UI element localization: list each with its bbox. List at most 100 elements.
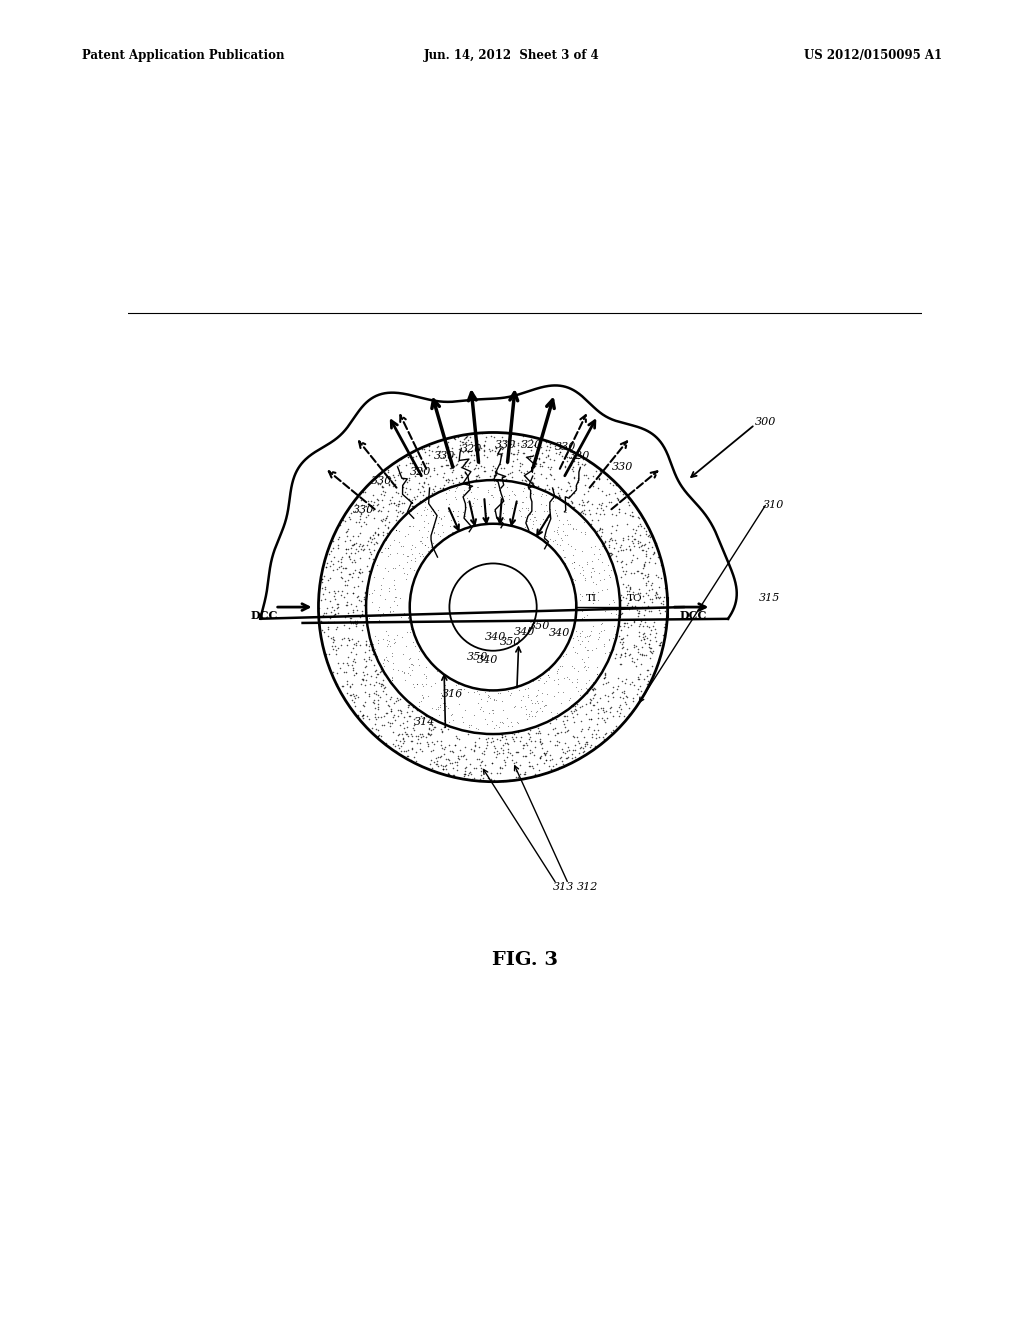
Point (573, 631, 590, 652)
Point (435, 738, 452, 759)
Point (566, 557, 583, 578)
Point (398, 723, 415, 744)
Point (350, 686, 367, 708)
Point (614, 540, 631, 561)
Point (635, 568, 651, 589)
Text: 330: 330 (371, 477, 392, 486)
Point (431, 696, 447, 717)
Point (362, 543, 379, 564)
Point (596, 533, 612, 554)
Point (382, 544, 398, 565)
Point (511, 499, 527, 520)
Point (551, 444, 567, 465)
Point (555, 645, 571, 667)
Point (548, 708, 564, 729)
Point (420, 473, 436, 494)
Point (554, 741, 570, 762)
Point (484, 702, 501, 723)
Point (437, 483, 454, 504)
Point (347, 652, 364, 673)
Point (620, 486, 636, 507)
Point (474, 750, 490, 771)
Point (394, 557, 411, 578)
Point (590, 698, 606, 719)
Point (382, 597, 398, 618)
Point (486, 440, 503, 461)
Point (604, 475, 621, 496)
Point (581, 626, 597, 647)
Point (462, 762, 478, 783)
Point (633, 680, 649, 701)
Point (403, 730, 420, 751)
Point (383, 492, 399, 513)
Point (618, 577, 635, 598)
Point (457, 428, 473, 449)
Point (596, 729, 612, 750)
Point (494, 727, 510, 748)
Point (386, 693, 402, 714)
Point (455, 502, 471, 523)
Point (556, 717, 572, 738)
Point (480, 684, 497, 705)
Point (649, 566, 666, 587)
Point (522, 739, 539, 760)
Point (511, 680, 527, 701)
Point (623, 578, 639, 599)
Point (364, 528, 380, 549)
Point (629, 684, 645, 705)
Point (557, 742, 573, 763)
Point (407, 635, 423, 656)
Point (409, 742, 425, 763)
Point (325, 560, 341, 581)
Point (399, 564, 416, 585)
Point (522, 756, 539, 777)
Point (366, 524, 382, 545)
Point (624, 531, 640, 552)
Point (391, 730, 408, 751)
Point (585, 557, 601, 578)
Point (507, 494, 523, 515)
Point (469, 465, 485, 486)
Point (597, 496, 613, 517)
Point (612, 590, 629, 611)
Point (582, 692, 598, 713)
Point (327, 603, 343, 624)
Point (635, 623, 651, 644)
Point (375, 524, 391, 545)
Point (512, 453, 528, 474)
Point (602, 528, 618, 549)
Point (516, 746, 532, 767)
Point (598, 672, 614, 693)
Point (450, 727, 466, 748)
Point (629, 561, 645, 582)
Point (314, 569, 331, 590)
Point (319, 611, 336, 632)
Point (382, 701, 398, 722)
Point (610, 667, 627, 688)
Point (639, 565, 655, 586)
Point (471, 698, 487, 719)
Point (355, 705, 372, 726)
Point (434, 721, 451, 742)
Point (373, 706, 389, 727)
Point (365, 495, 381, 516)
Point (399, 523, 416, 544)
Point (364, 591, 380, 612)
Point (642, 527, 658, 548)
Point (587, 684, 603, 705)
Point (582, 499, 598, 520)
Point (371, 672, 387, 693)
Point (349, 705, 366, 726)
Point (414, 533, 430, 554)
Point (594, 492, 610, 513)
Point (425, 499, 441, 520)
Point (373, 605, 389, 626)
Point (623, 552, 639, 573)
Point (375, 675, 391, 696)
Point (478, 503, 495, 524)
Point (564, 743, 581, 764)
Point (577, 657, 593, 678)
Point (593, 614, 609, 635)
Point (528, 722, 545, 743)
Point (527, 507, 544, 528)
